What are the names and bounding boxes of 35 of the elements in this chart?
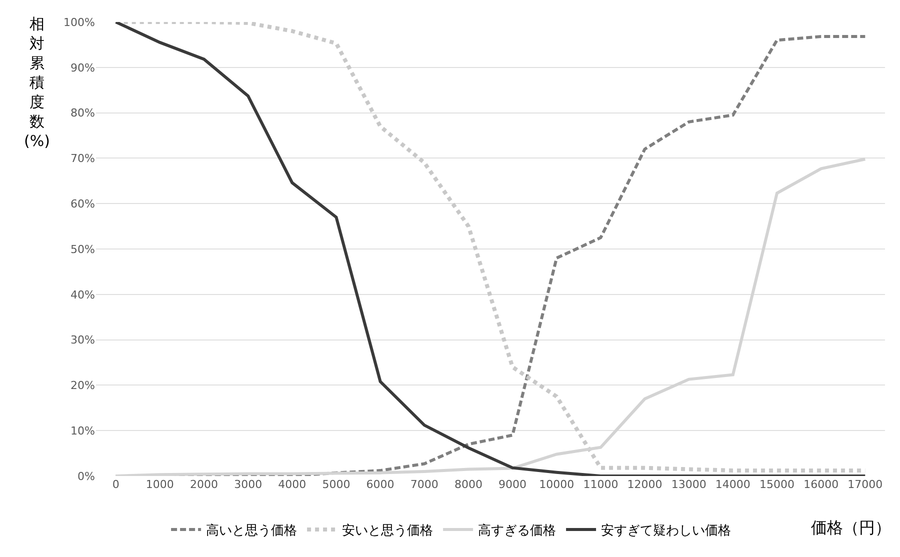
x-tick-label: 10000 bbox=[539, 478, 574, 491]
y-tick-label: 80% bbox=[70, 106, 95, 120]
y-tick-label: 70% bbox=[70, 152, 95, 166]
x-tick-label: 12000 bbox=[627, 478, 662, 491]
y-axis-title: 相対累積度数 (%) bbox=[24, 15, 50, 150]
x-tick-label: 17000 bbox=[848, 478, 883, 491]
x-tick-label: 5000 bbox=[322, 478, 350, 491]
x-axis-title: 価格（円） bbox=[811, 518, 891, 537]
x-tick-label: 6000 bbox=[366, 478, 394, 491]
x-tick-label: 8000 bbox=[454, 478, 482, 491]
y-tick-label: 100% bbox=[64, 16, 95, 29]
y-tick-label: 60% bbox=[70, 197, 95, 210]
x-tick-label: 0 bbox=[112, 478, 120, 491]
x-tick-label: 1000 bbox=[146, 478, 174, 491]
x-tick-label: 14000 bbox=[715, 478, 750, 491]
y-tick-label: 10% bbox=[70, 424, 95, 438]
y-tick-label: 20% bbox=[70, 379, 95, 392]
legend-label: 高いと思う価格 bbox=[206, 522, 298, 539]
x-tick-label: 3000 bbox=[234, 478, 262, 491]
y-tick-label: 40% bbox=[70, 288, 95, 302]
y-tick-label: 50% bbox=[70, 242, 95, 256]
x-tick-label: 15000 bbox=[760, 478, 795, 491]
x-tick-label: 11000 bbox=[583, 478, 618, 491]
x-tick-label: 7000 bbox=[410, 478, 438, 491]
y-tick-label: 90% bbox=[70, 61, 95, 74]
y-tick-label: 0% bbox=[78, 470, 95, 483]
legend-label: 安いと思う価格 bbox=[342, 522, 434, 539]
legend-label: 高すぎる価格 bbox=[478, 522, 556, 539]
x-tick-label: 16000 bbox=[804, 478, 839, 491]
x-tick-label: 13000 bbox=[671, 478, 706, 491]
x-tick-label: 9000 bbox=[498, 478, 527, 491]
x-tick-label: 4000 bbox=[278, 478, 306, 491]
legend-label: 安すぎて疑わしい価格 bbox=[601, 522, 732, 539]
x-tick-label: 2000 bbox=[190, 478, 218, 491]
y-tick-label: 30% bbox=[70, 334, 95, 347]
